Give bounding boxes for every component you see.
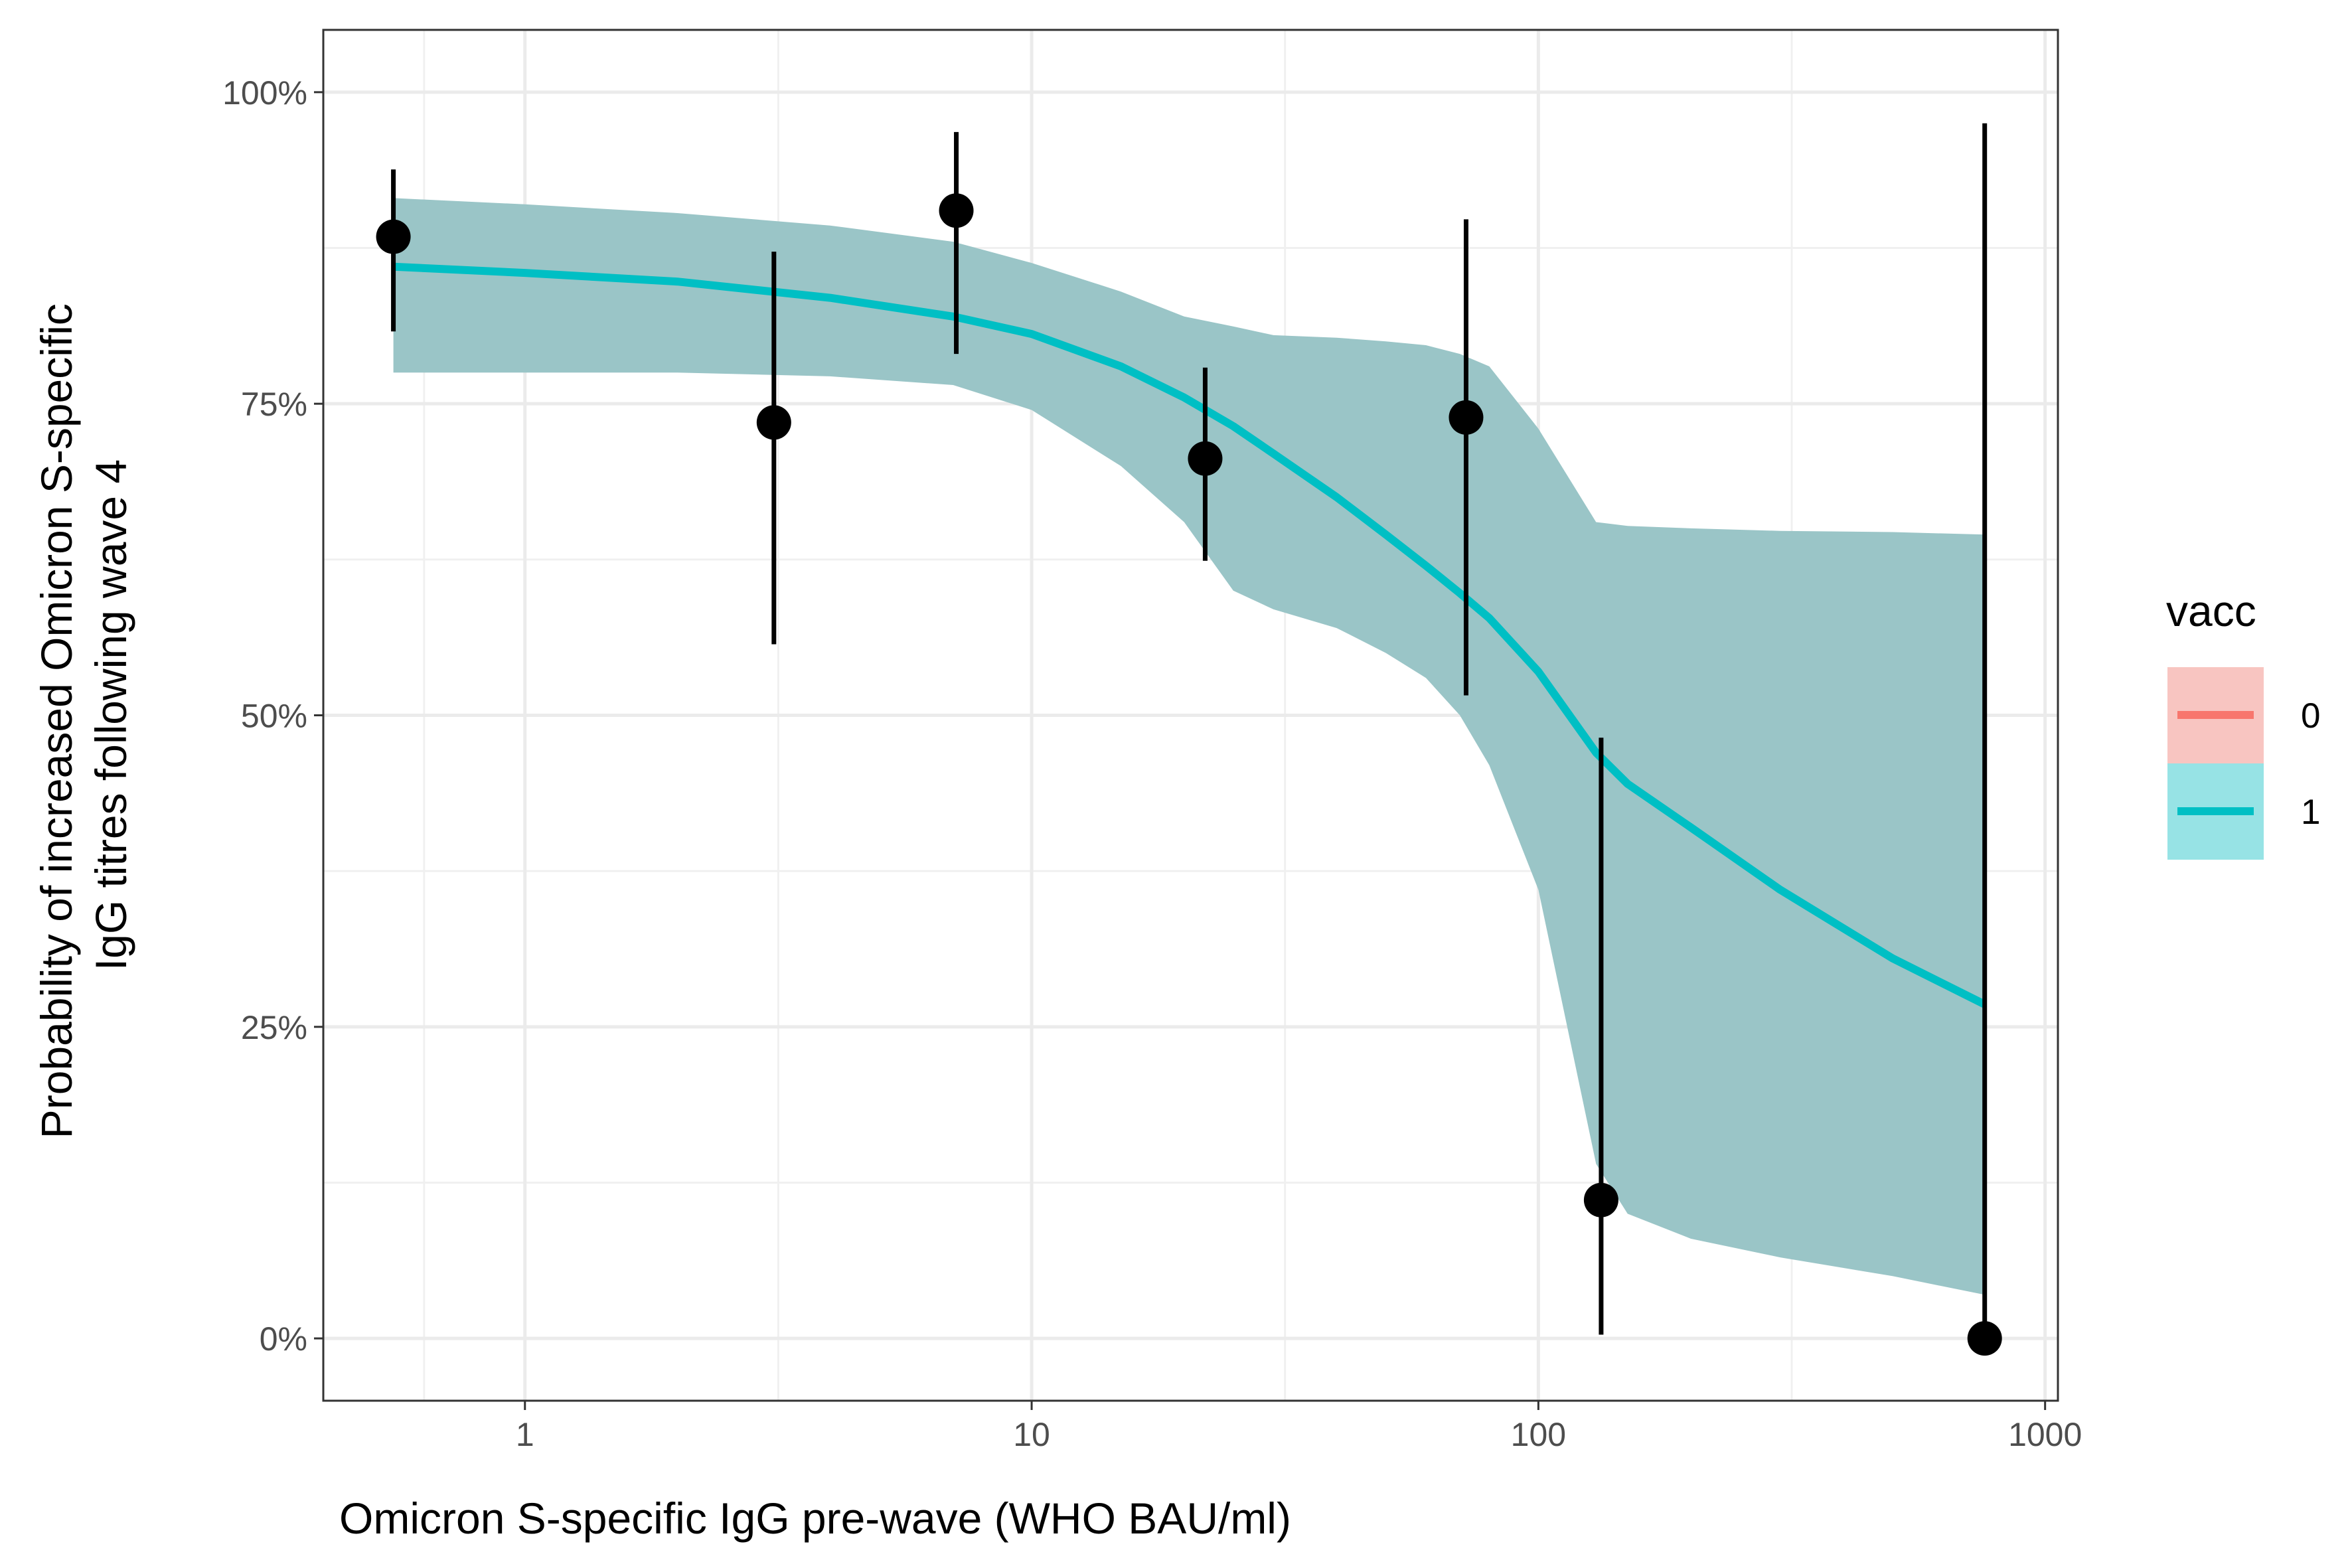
legend-title: vacc [2166,586,2256,635]
legend-label-0: 0 [2301,696,2320,736]
legend: vacc 0 1 [2166,586,2320,860]
y-tick-label-3: 75% [241,386,307,423]
data-points [376,193,2002,1356]
axis-ticks [314,91,2047,1410]
confidence-ribbon-layer [393,198,1985,1295]
data-point-4 [1449,400,1484,435]
y-axis-title-line-2: IgG titres following wave 4 [86,459,135,971]
y-axis-title: Probability of increased Omicron S-speci… [32,291,135,1139]
data-point-5 [1583,1182,1618,1217]
y-tick-label-0: 0% [260,1320,307,1358]
legend-item-0: 0 [2167,667,2320,763]
x-tick-labels: 1 10 100 1000 [516,1416,2082,1453]
data-point-1 [756,405,791,440]
data-point-2 [939,193,974,228]
fit-line-layer [393,262,1987,1008]
y-axis-title-line-1: Probability of increased Omicron S-speci… [32,303,81,1138]
data-point-0 [376,219,411,254]
x-tick-label-2: 100 [1511,1416,1566,1453]
x-tick-label-0: 1 [516,1416,534,1453]
x-axis-title: Omicron S-specific IgG pre-wave (WHO BAU… [339,1494,1291,1543]
y-tick-label-4: 100% [222,74,307,112]
x-tick-label-1: 10 [1013,1416,1050,1453]
legend-item-1: 1 [2167,763,2320,860]
confidence-ribbon [393,198,1985,1295]
x-tick-label-3: 1000 [2008,1416,2082,1453]
y-tick-label-2: 50% [241,698,307,735]
data-point-6 [1967,1321,2002,1356]
fit-line [393,262,1987,1008]
legend-label-1: 1 [2301,793,2320,832]
y-tick-labels: 0% 25% 50% 75% 100% [222,74,307,1358]
y-tick-label-1: 25% [241,1009,307,1046]
data-point-3 [1188,441,1223,476]
